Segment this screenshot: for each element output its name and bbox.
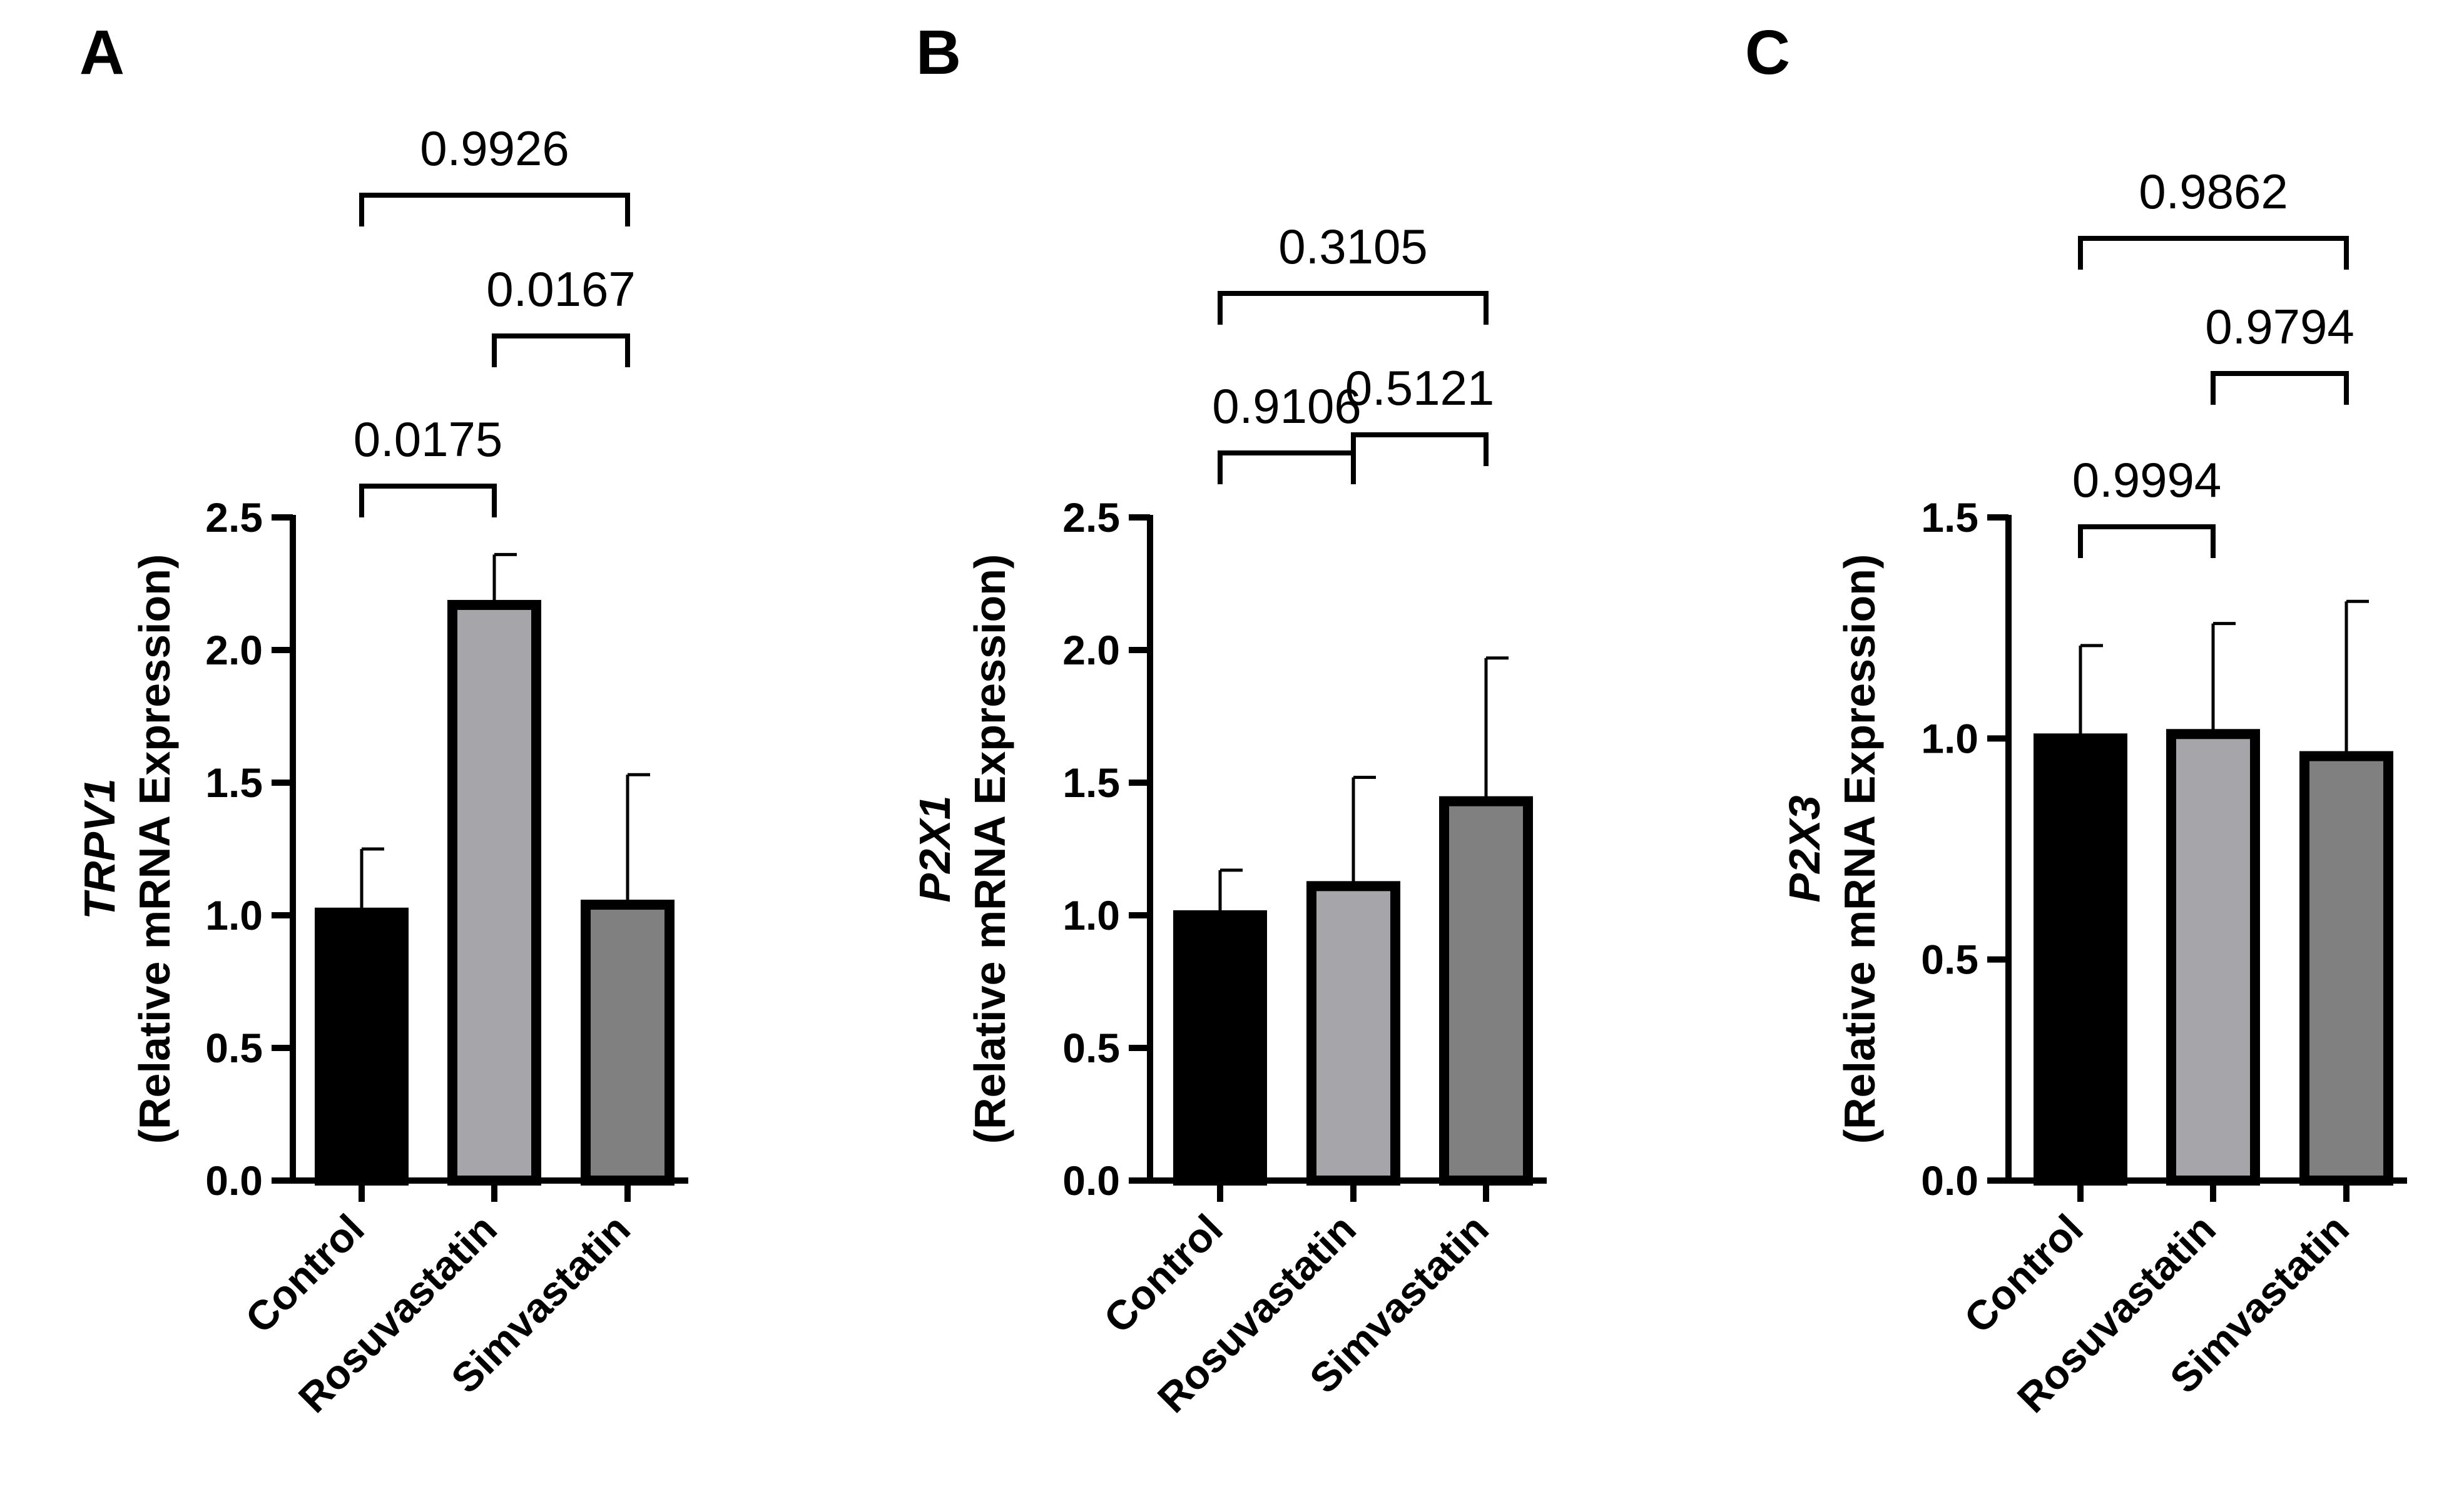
significance-bracket bbox=[2078, 236, 2349, 270]
y-tick-label: 1.5 bbox=[205, 760, 263, 806]
y-tick-label: 0.5 bbox=[205, 1025, 263, 1071]
chart-panel-a: A0.00.51.01.52.02.5ControlRosuvastatinSi… bbox=[75, 18, 688, 1421]
p-value-label: 0.9926 bbox=[420, 121, 569, 176]
bar-simvastatin bbox=[581, 900, 675, 1186]
y-axis-title: P2X3 (Relative mRNA Expression) bbox=[1780, 554, 1884, 1144]
y-axis-title-unit: (Relative mRNA Expression) bbox=[965, 554, 1014, 1144]
p-value-label: 0.0175 bbox=[354, 412, 503, 467]
bar-control bbox=[1173, 910, 1267, 1186]
category-label-control: Control bbox=[1955, 1206, 2092, 1342]
p-value-label: 0.0167 bbox=[486, 262, 636, 317]
p-value-label: 0.9862 bbox=[2139, 164, 2288, 219]
panel-letter: A bbox=[79, 18, 125, 88]
p-value-label: 0.9994 bbox=[2072, 452, 2222, 507]
y-tick-label: 0.5 bbox=[1062, 1025, 1120, 1071]
bar-control bbox=[315, 907, 409, 1186]
y-tick-label: 0.0 bbox=[1062, 1157, 1120, 1204]
y-axis-title-unit: (Relative mRNA Expression) bbox=[1835, 554, 1884, 1144]
y-axis-title-unit: (Relative mRNA Expression) bbox=[130, 554, 179, 1144]
y-axis-title: TRPV1 (Relative mRNA Expression) bbox=[75, 554, 179, 1144]
p-value-label: 0.3105 bbox=[1278, 219, 1428, 274]
y-tick-label: 0.0 bbox=[205, 1157, 263, 1204]
chart-panel-b: B0.00.51.01.52.02.5ControlRosuvastatinSi… bbox=[910, 18, 1547, 1421]
y-tick-label: 2.5 bbox=[1062, 494, 1120, 541]
y-tick-label: 2.5 bbox=[205, 494, 263, 541]
significance-bracket bbox=[1218, 450, 1356, 484]
y-tick-label: 0.5 bbox=[1921, 937, 1978, 983]
p-value-label: 0.9794 bbox=[2205, 299, 2355, 354]
significance-bracket bbox=[2078, 524, 2216, 558]
bar-simvastatin bbox=[2299, 751, 2393, 1186]
panel-letter: B bbox=[916, 18, 961, 88]
p-value-label: 0.9106 bbox=[1212, 379, 1362, 434]
significance-bracket bbox=[2211, 371, 2349, 405]
bar-simvastatin bbox=[1439, 796, 1533, 1186]
category-label-control: Control bbox=[1095, 1206, 1231, 1342]
chart-panel-c: C0.00.51.01.5ControlRosuvastatinSimvasta… bbox=[1745, 18, 2407, 1421]
significance-bracket bbox=[359, 484, 497, 517]
y-tick-label: 1.5 bbox=[1062, 760, 1120, 806]
y-tick-label: 1.5 bbox=[1921, 494, 1978, 541]
y-axis-title: P2X1 (Relative mRNA Expression) bbox=[910, 554, 1014, 1144]
y-axis-title-gene: P2X1 bbox=[910, 795, 959, 902]
y-tick-label: 1.0 bbox=[1921, 715, 1978, 761]
significance-bracket bbox=[492, 333, 630, 367]
bar-rosuvastatin bbox=[2166, 729, 2260, 1186]
significance-bracket bbox=[1218, 291, 1489, 325]
bar-control bbox=[2034, 733, 2127, 1186]
panel-letter: C bbox=[1745, 18, 1790, 88]
bar-rosuvastatin bbox=[1306, 881, 1400, 1186]
y-tick-label: 0.0 bbox=[1921, 1157, 1978, 1204]
category-label-control: Control bbox=[237, 1206, 373, 1342]
y-axis-title-gene: P2X3 bbox=[1780, 795, 1829, 902]
y-tick-label: 1.0 bbox=[205, 892, 263, 938]
significance-bracket bbox=[1351, 432, 1489, 466]
y-tick-label: 2.0 bbox=[1062, 627, 1120, 673]
significance-bracket bbox=[359, 193, 630, 226]
y-axis-title-gene: TRPV1 bbox=[75, 778, 124, 920]
y-tick-label: 2.0 bbox=[205, 627, 263, 673]
p-value-label: 0.5121 bbox=[1345, 360, 1495, 415]
bar-rosuvastatin bbox=[447, 599, 541, 1186]
y-tick-label: 1.0 bbox=[1062, 892, 1120, 938]
